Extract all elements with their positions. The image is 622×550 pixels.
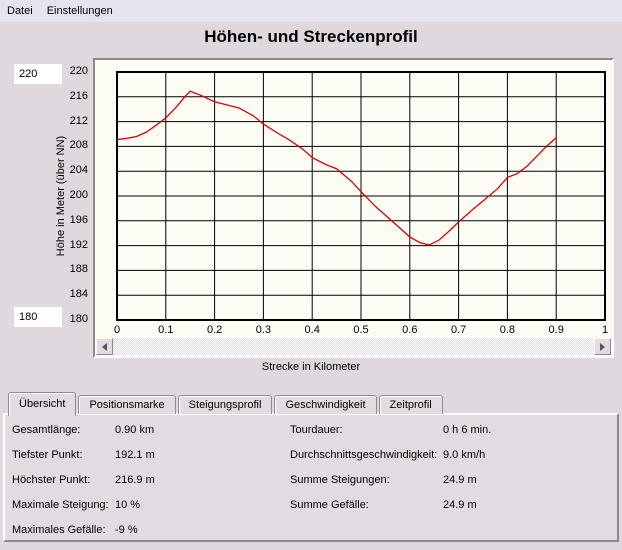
arrow-right-icon xyxy=(600,342,605,351)
x-tick-label: 1 xyxy=(601,324,609,336)
x-tick-label: 0.5 xyxy=(353,324,369,336)
x-tick-label: 0.8 xyxy=(499,324,516,336)
y-tick-label: 180 xyxy=(69,313,88,325)
menu-item-datei[interactable]: Datei xyxy=(7,5,33,17)
x-tick-label: 0.1 xyxy=(158,324,174,336)
y-tick-label: 192 xyxy=(69,238,88,251)
stat-value: 0 h 6 min. xyxy=(443,424,492,436)
y-max-input[interactable] xyxy=(14,64,62,84)
tab-geschwindigkeit[interactable]: Geschwindigkeit xyxy=(274,395,377,414)
menu-item-einstellungen[interactable]: Einstellungen xyxy=(46,5,113,17)
stat-value: 10 % xyxy=(115,499,141,511)
stat-label: Maximales Gefälle: xyxy=(12,524,106,536)
page-title: Höhen- und Streckenprofil xyxy=(204,27,418,46)
y-tick-label: 220 xyxy=(69,65,88,77)
stat-label: Höchster Punkt: xyxy=(12,474,91,486)
stat-row: Maximale Steigung: 10 % xyxy=(12,499,155,524)
stat-value: 9.0 km/h xyxy=(443,449,486,461)
stat-label: Durchschnittsgeschwindigkeit: xyxy=(290,449,438,461)
stat-label: Summe Gefälle: xyxy=(290,499,369,511)
stat-row: Summe Gefälle: 24.9 m xyxy=(290,499,491,524)
y-tick-label: 208 xyxy=(69,139,88,152)
y-min-input[interactable] xyxy=(14,307,62,327)
y-tick-label: 212 xyxy=(69,114,88,127)
stat-row: Tiefster Punkt: 192.1 m xyxy=(12,449,155,474)
stat-row: Summe Steigungen: 24.9 m xyxy=(290,474,491,499)
stat-label: Tiefster Punkt: xyxy=(12,449,83,461)
stat-label: Gesamtlänge: xyxy=(12,424,81,436)
stat-row: Durchschnittsgeschwindigkeit: 9.0 km/h xyxy=(290,449,491,474)
scroll-left-button[interactable] xyxy=(96,338,113,355)
x-axis-ticks: 0 0.1 0.2 0.3 0.4 0.5 0.6 0.7 0.8 0.9 1 xyxy=(95,324,612,337)
stat-value: 24.9 m xyxy=(443,499,477,511)
x-tick-label: 0.6 xyxy=(402,324,418,336)
x-tick-label: 0 xyxy=(113,324,121,336)
stat-value: 0.90 km xyxy=(115,424,155,436)
y-tick-label: 184 xyxy=(69,288,88,301)
stat-label: Maximale Steigung: xyxy=(12,499,109,511)
menu-bar: Datei Einstellungen xyxy=(0,0,622,22)
stat-row: Gesamtlänge: 0.90 km xyxy=(12,424,155,449)
stat-row: Maximales Gefälle: -9 % xyxy=(12,524,155,549)
elevation-plot xyxy=(116,71,606,321)
stat-value: 216.9 m xyxy=(115,474,155,486)
stats-column-right: Tourdauer: 0 h 6 min. Durchschnittsgeschwi… xyxy=(290,424,491,524)
stat-label: Summe Steigungen: xyxy=(290,474,390,486)
x-axis-title: Strecke in Kilometer xyxy=(261,361,361,373)
x-tick-label: 0.4 xyxy=(304,324,320,336)
scrollbar-track[interactable] xyxy=(113,338,594,355)
y-tick-label: 196 xyxy=(69,213,88,226)
arrow-left-icon xyxy=(102,342,107,351)
stat-value: 24.9 m xyxy=(443,474,477,486)
tab-steigungsprofil[interactable]: Steigungsprofil xyxy=(177,395,273,414)
horizontal-scrollbar[interactable] xyxy=(96,338,611,355)
x-tick-label: 0.7 xyxy=(450,324,467,336)
y-tick-label: 188 xyxy=(69,263,88,276)
stats-column-left: Gesamtlänge: 0.90 km Tiefster Punkt: 192.1 … xyxy=(12,424,155,549)
tab-strip: Übersicht Positionsmarke Steigungsprofil Ge… xyxy=(8,391,445,416)
stat-row: Tourdauer: 0 h 6 min. xyxy=(290,424,491,449)
scroll-right-button[interactable] xyxy=(594,338,611,355)
overview-tab-panel: Gesamtlänge: 0.90 km Tiefster Punkt: 192.1 … xyxy=(3,413,619,542)
x-tick-label: 0.9 xyxy=(548,324,564,336)
elevation-line xyxy=(116,90,557,246)
stat-value: 192.1 m xyxy=(115,449,155,461)
stat-row: Höchster Punkt: 216.9 m xyxy=(12,474,155,499)
y-tick-label: 200 xyxy=(69,189,88,201)
y-tick-label: 216 xyxy=(69,89,88,102)
x-tick-label: 0.2 xyxy=(206,324,223,336)
x-tick-label: 0.3 xyxy=(255,324,272,336)
elevation-chart-panel: 0 0.1 0.2 0.3 0.4 0.5 0.6 0.7 0.8 0.9 1 xyxy=(93,58,614,358)
stat-value: -9 % xyxy=(115,524,138,536)
tab-positionsmarke[interactable]: Positionsmarke xyxy=(78,395,176,414)
stat-label: Tourdauer: xyxy=(290,424,343,436)
y-axis-ticks: 220 216 212 208 204 200 196 192 188 184 180 xyxy=(0,0,88,360)
tab-zeitprofil[interactable]: Zeitprofil xyxy=(378,395,443,414)
tab-uebersicht[interactable]: Übersicht xyxy=(8,392,77,416)
y-tick-label: 204 xyxy=(69,164,88,177)
